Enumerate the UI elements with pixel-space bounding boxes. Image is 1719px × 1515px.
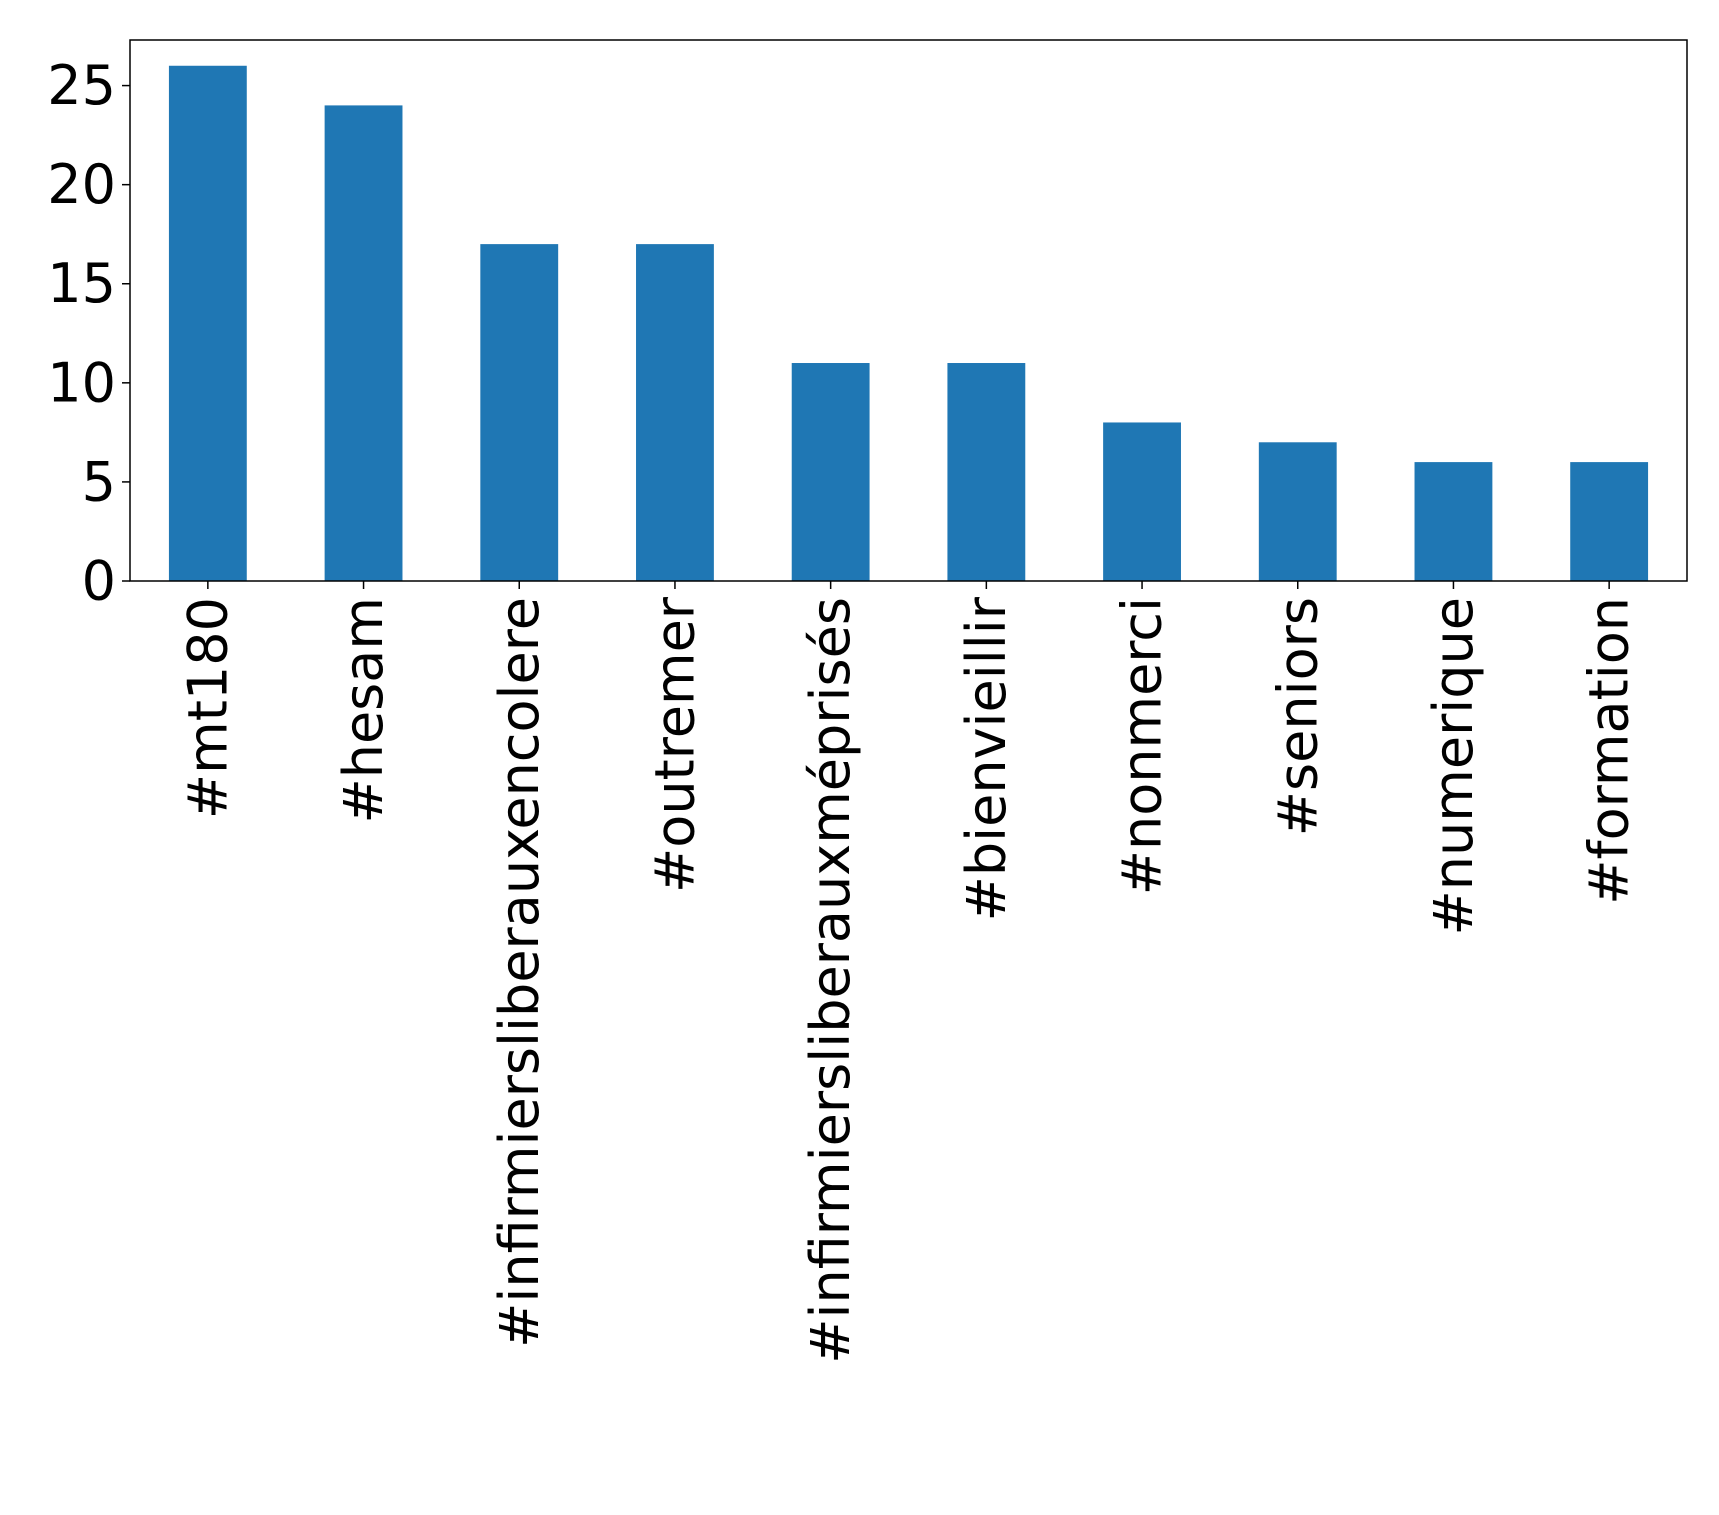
bar-4: [791, 363, 870, 581]
y-tick-label: 5: [82, 450, 116, 513]
bars-group: [168, 65, 1649, 582]
y-tick-label: 25: [47, 54, 116, 117]
x-tick-label: #infirmiersliberauxméprisés: [799, 597, 862, 1364]
bar-8: [1414, 462, 1493, 581]
x-tick-label: #outremer: [643, 596, 706, 893]
x-tick-label: #hesam: [332, 597, 395, 824]
bar-5: [947, 363, 1026, 581]
bar-9: [1570, 462, 1649, 581]
x-tick-label: #numerique: [1422, 597, 1485, 935]
x-axis: #mt180 #hesam #infirmiersliberauxencolere #…: [176, 581, 1641, 1364]
bar-3: [636, 244, 714, 581]
x-tick-label: #infirmiersliberauxencolere: [488, 597, 551, 1348]
x-tick-label: #nonmerci: [1111, 597, 1174, 895]
y-axis: 0 5 10 15 20 25: [47, 54, 130, 613]
bar-0: [168, 65, 247, 581]
x-tick-label: #seniors: [1266, 597, 1329, 836]
bar-6: [1103, 422, 1181, 581]
y-tick-label: 20: [47, 153, 116, 216]
y-tick-label: 15: [47, 252, 116, 315]
y-tick-label: 0: [82, 550, 116, 613]
plot-frame: [129, 39, 1688, 582]
y-tick-label: 10: [47, 351, 116, 414]
bar-2: [480, 244, 559, 581]
bar-7: [1258, 442, 1337, 581]
bar-1: [324, 105, 403, 582]
x-tick-label: #formation: [1578, 597, 1641, 905]
x-tick-label: #mt180: [176, 597, 239, 819]
x-tick-label: #bienvieillir: [955, 596, 1018, 921]
